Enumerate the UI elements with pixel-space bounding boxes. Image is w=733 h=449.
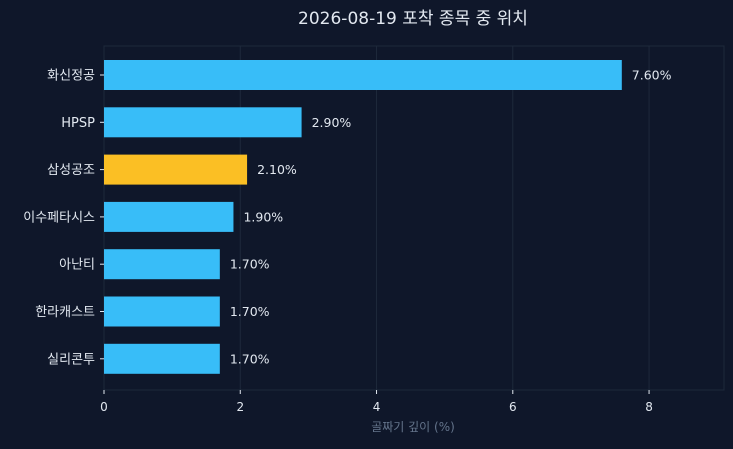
bar [104,249,220,280]
bar [104,107,302,138]
x-tick-label: 2 [236,400,244,414]
x-tick-label: 8 [645,400,653,414]
bar-value-label: 1.70% [230,351,270,366]
chart-title: 2026-08-19 포착 종목 중 위치 [298,9,528,29]
category-label: 실리콘투 [47,352,95,367]
bar [104,60,622,90]
x-tick-label: 0 [100,400,108,414]
category-label: 삼성공조 [47,163,95,178]
x-axis-label: 골짜기 깊이 (%) [371,420,455,434]
x-tick-label: 6 [509,400,517,414]
bar-value-label: 2.90% [312,115,352,130]
bar-value-label: 7.60% [632,68,672,83]
bar [104,343,220,374]
category-label: HPSP [61,116,95,131]
bar [104,154,248,185]
bars: 7.60% 2.90% 2.10% 1.90% 1.70% 1.70% 1.70% [104,60,672,374]
bar [104,296,220,327]
bar-value-label: 2.10% [257,162,297,177]
x-axis: 0 2 4 6 8 [100,390,653,414]
bar-value-label: 1.70% [230,257,270,272]
bar-value-label: 1.70% [230,304,270,319]
category-label: 아난티 [59,258,95,273]
x-tick-label: 4 [373,400,381,414]
bar [104,201,234,232]
bar-value-label: 1.90% [243,209,283,224]
category-label: 이수페타시스 [23,210,95,225]
category-label: 화신정공 [47,69,95,84]
category-label: 한라캐스트 [35,305,95,320]
